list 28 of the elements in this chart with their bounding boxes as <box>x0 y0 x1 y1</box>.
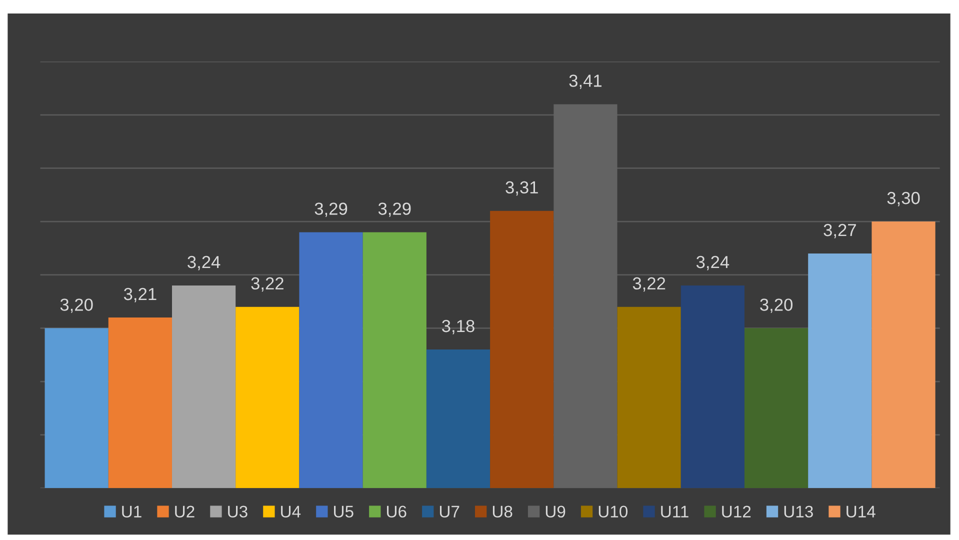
legend-label: U9 <box>546 506 566 518</box>
data-label: 3,30 <box>887 192 920 206</box>
legend-label: U12 <box>722 506 751 518</box>
legend-label: U11 <box>661 506 688 518</box>
legend-label: U7 <box>440 506 460 518</box>
data-label: 3,31 <box>506 181 538 196</box>
data-label: 3,21 <box>124 288 156 302</box>
data-label: 3,20 <box>760 298 793 313</box>
legend-label: U3 <box>228 506 248 518</box>
data-label: 3,18 <box>442 320 474 334</box>
legend-label: U14 <box>846 506 876 518</box>
data-label: 3,29 <box>378 202 411 217</box>
data-label: 3,20 <box>60 298 93 313</box>
data-label: 3,24 <box>188 256 220 270</box>
data-label: 3,22 <box>632 277 666 292</box>
legend-label: U10 <box>598 506 628 518</box>
legend-label: U13 <box>784 506 813 518</box>
legend-label: U2 <box>175 506 194 518</box>
data-label: 3,27 <box>824 224 856 238</box>
legend-label: U4 <box>281 506 301 518</box>
legend-label: U1 <box>122 506 142 518</box>
data-label: 3,29 <box>314 202 348 217</box>
legend-label: U8 <box>492 506 512 518</box>
data-label: 3,41 <box>569 74 602 89</box>
legend-label: U6 <box>387 506 406 518</box>
data-label: 3,22 <box>251 277 284 292</box>
legend-label: U5 <box>334 506 354 518</box>
data-label: 3,24 <box>696 256 730 270</box>
